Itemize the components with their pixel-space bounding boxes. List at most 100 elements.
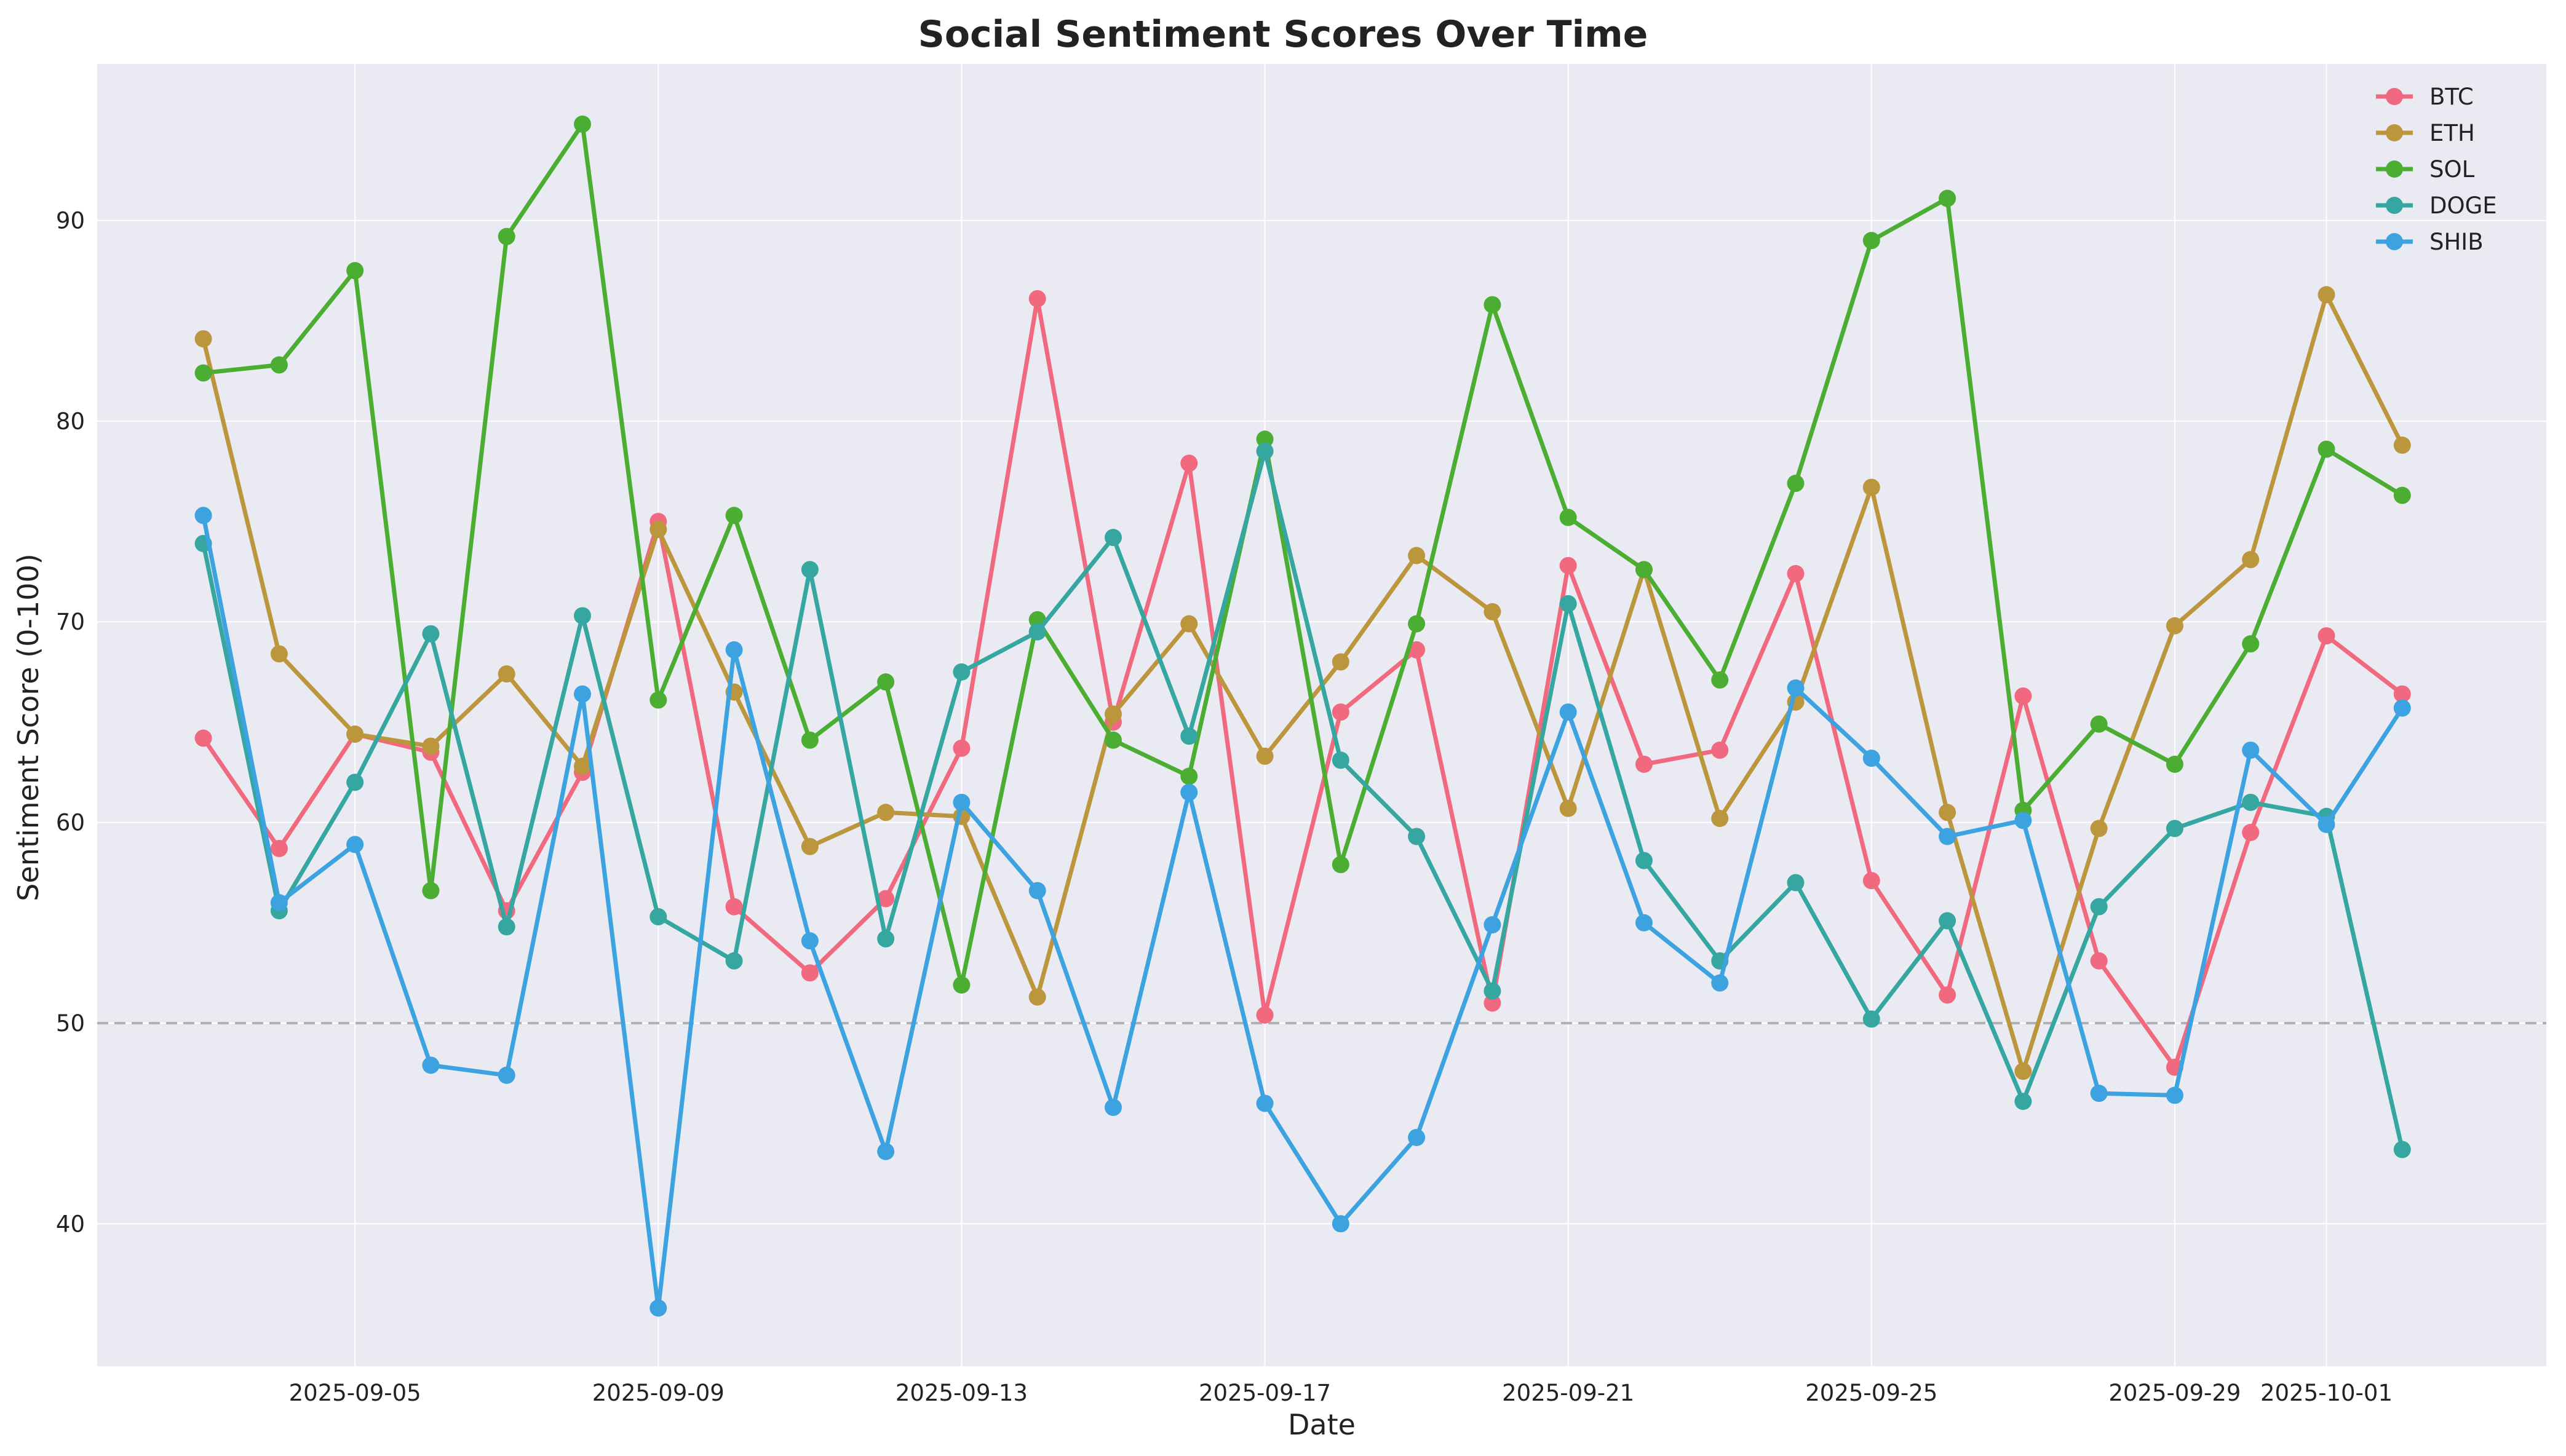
data-point-eth <box>1484 603 1501 620</box>
data-point-sol <box>1559 508 1577 526</box>
y-tick-label: 60 <box>56 810 85 836</box>
data-point-shib <box>1939 828 1956 845</box>
data-point-doge <box>1484 982 1501 1000</box>
data-point-shib <box>877 1142 895 1160</box>
data-point-eth <box>1104 705 1122 723</box>
data-point-shib <box>1028 882 1046 900</box>
legend-label: SHIB <box>2429 229 2484 255</box>
legend-marker <box>2386 197 2403 214</box>
data-point-btc <box>2090 952 2108 970</box>
legend-item-shib: SHIB <box>2376 229 2484 255</box>
data-point-btc <box>877 890 895 908</box>
legend-item-btc: BTC <box>2376 84 2474 110</box>
data-point-doge <box>2242 793 2260 811</box>
data-point-shib <box>1104 1099 1122 1117</box>
data-point-sol <box>422 882 440 900</box>
data-point-shib <box>1484 916 1501 934</box>
data-point-shib <box>725 641 743 659</box>
data-point-btc <box>2014 687 2032 705</box>
data-point-btc <box>2393 685 2411 703</box>
y-axis-ticks: 40 50 60 70 80 90 <box>56 208 85 1238</box>
data-point-eth <box>194 330 212 348</box>
data-point-sol <box>2090 715 2108 733</box>
data-point-shib <box>422 1056 440 1074</box>
data-point-shib <box>1711 974 1729 992</box>
data-point-eth <box>1256 747 1274 765</box>
data-point-shib <box>1787 679 1805 697</box>
data-point-sol <box>1484 296 1501 314</box>
data-point-shib <box>2090 1085 2108 1102</box>
data-point-btc <box>2318 627 2335 645</box>
y-tick-label: 70 <box>56 609 85 635</box>
data-point-eth <box>801 837 819 855</box>
data-point-btc <box>1484 994 1501 1012</box>
series-layer <box>194 115 2411 1317</box>
data-point-shib <box>953 793 971 811</box>
data-point-sol <box>2393 486 2411 504</box>
data-point-doge <box>422 625 440 643</box>
x-tick-label: 2025-10-01 <box>2260 1380 2393 1406</box>
data-point-shib <box>801 932 819 950</box>
data-point-eth <box>877 804 895 821</box>
data-point-shib <box>1559 703 1577 721</box>
data-point-sol <box>1635 561 1653 579</box>
data-point-btc <box>2242 823 2260 841</box>
data-point-eth <box>498 665 515 683</box>
data-point-shib <box>498 1066 515 1084</box>
data-point-btc <box>1559 556 1577 574</box>
series-line-shib <box>201 513 2405 1310</box>
data-point-doge <box>1180 727 1198 745</box>
data-point-sol <box>1862 232 1880 250</box>
data-point-doge <box>1635 852 1653 869</box>
data-point-doge <box>1559 595 1577 612</box>
data-point-sol <box>194 364 212 382</box>
legend-marker <box>2386 160 2403 178</box>
data-point-doge <box>1332 751 1349 769</box>
data-point-btc <box>1711 742 1729 759</box>
plot-area <box>97 64 2546 1366</box>
data-point-doge <box>649 908 667 925</box>
data-point-sol <box>2166 755 2183 773</box>
x-tick-label: 2025-09-17 <box>1199 1380 1331 1406</box>
x-tick-label: 2025-09-25 <box>1805 1380 1937 1406</box>
data-point-btc <box>270 840 288 858</box>
data-point-sol <box>2242 635 2260 653</box>
x-axis-label: Date <box>1288 1408 1356 1441</box>
data-point-sol <box>1332 856 1349 874</box>
data-point-shib <box>1408 1128 1426 1146</box>
data-point-btc <box>194 729 212 747</box>
data-point-btc <box>1787 564 1805 582</box>
data-point-sol <box>649 691 667 709</box>
data-point-btc <box>1332 703 1349 721</box>
data-point-shib <box>1635 914 1653 932</box>
series-line-sol <box>201 122 2405 987</box>
data-point-doge <box>801 561 819 579</box>
data-point-sol <box>574 115 592 133</box>
data-point-sol <box>801 731 819 749</box>
chart-title: Social Sentiment Scores Over Time <box>918 13 1648 56</box>
data-point-shib <box>1180 783 1198 801</box>
legend-marker <box>2386 88 2403 105</box>
x-tick-label: 2025-09-21 <box>1502 1380 1634 1406</box>
data-point-sol <box>2318 440 2335 458</box>
legend-label: BTC <box>2429 84 2474 110</box>
data-point-doge <box>1256 442 1274 460</box>
legend: BTC ETH SOL DOGE SHIB <box>2376 84 2497 255</box>
data-point-btc <box>725 898 743 916</box>
x-tick-label: 2025-09-05 <box>289 1380 421 1406</box>
data-point-eth <box>1180 615 1198 633</box>
data-point-sol <box>1711 671 1729 689</box>
data-point-doge <box>1939 912 1956 930</box>
data-point-shib <box>194 507 212 524</box>
data-point-btc <box>1939 986 1956 1004</box>
data-point-shib <box>1862 750 1880 767</box>
data-point-eth <box>2166 617 2183 635</box>
series-doge <box>194 442 2411 1158</box>
data-point-shib <box>270 894 288 912</box>
data-point-sol <box>1408 615 1426 633</box>
x-tick-label: 2025-09-09 <box>592 1380 725 1406</box>
data-point-doge <box>877 930 895 948</box>
data-point-shib <box>346 836 364 853</box>
data-point-shib <box>2014 812 2032 829</box>
data-point-eth <box>1862 478 1880 496</box>
